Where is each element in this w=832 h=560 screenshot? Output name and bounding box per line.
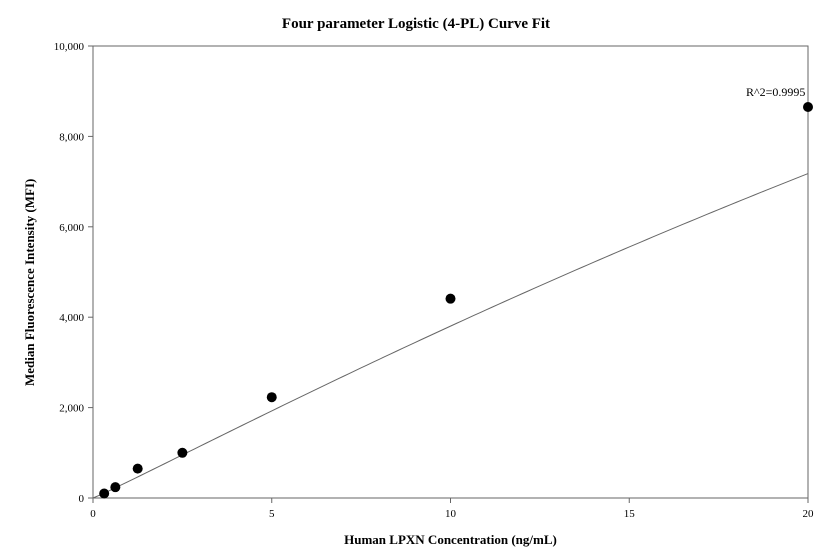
y-axis-label: Median Fluorescence Intensity (MFI) — [22, 178, 38, 385]
x-tick-label: 20 — [803, 508, 815, 520]
fit-curve — [93, 174, 808, 498]
x-tick-label: 15 — [624, 508, 636, 520]
x-tick-label: 10 — [445, 508, 457, 520]
data-point — [110, 482, 120, 492]
data-point — [177, 448, 187, 458]
plot-border — [93, 46, 808, 498]
y-tick-label: 8,000 — [59, 131, 84, 143]
x-axis-label: Human LPXN Concentration (ng/mL) — [93, 532, 808, 548]
data-point — [803, 102, 813, 112]
y-tick-label: 4,000 — [59, 312, 84, 324]
chart-svg: 0 5 10 15 20 0 2,000 4,000 6,000 8,000 10,000 — [0, 0, 832, 560]
x-tick-label: 5 — [269, 508, 275, 520]
r-squared-annotation: R^2=0.9995 — [746, 85, 805, 100]
y-tick-label: 0 — [79, 493, 85, 505]
data-point — [99, 488, 109, 498]
y-tick-label: 6,000 — [59, 222, 84, 234]
x-tick-label: 0 — [90, 508, 96, 520]
data-point — [446, 294, 456, 304]
chart-container: Four parameter Logistic (4-PL) Curve Fit… — [0, 0, 832, 560]
y-tick-label: 2,000 — [59, 403, 84, 415]
data-point — [267, 392, 277, 402]
data-point — [133, 464, 143, 474]
y-tick-label: 10,000 — [54, 41, 85, 53]
